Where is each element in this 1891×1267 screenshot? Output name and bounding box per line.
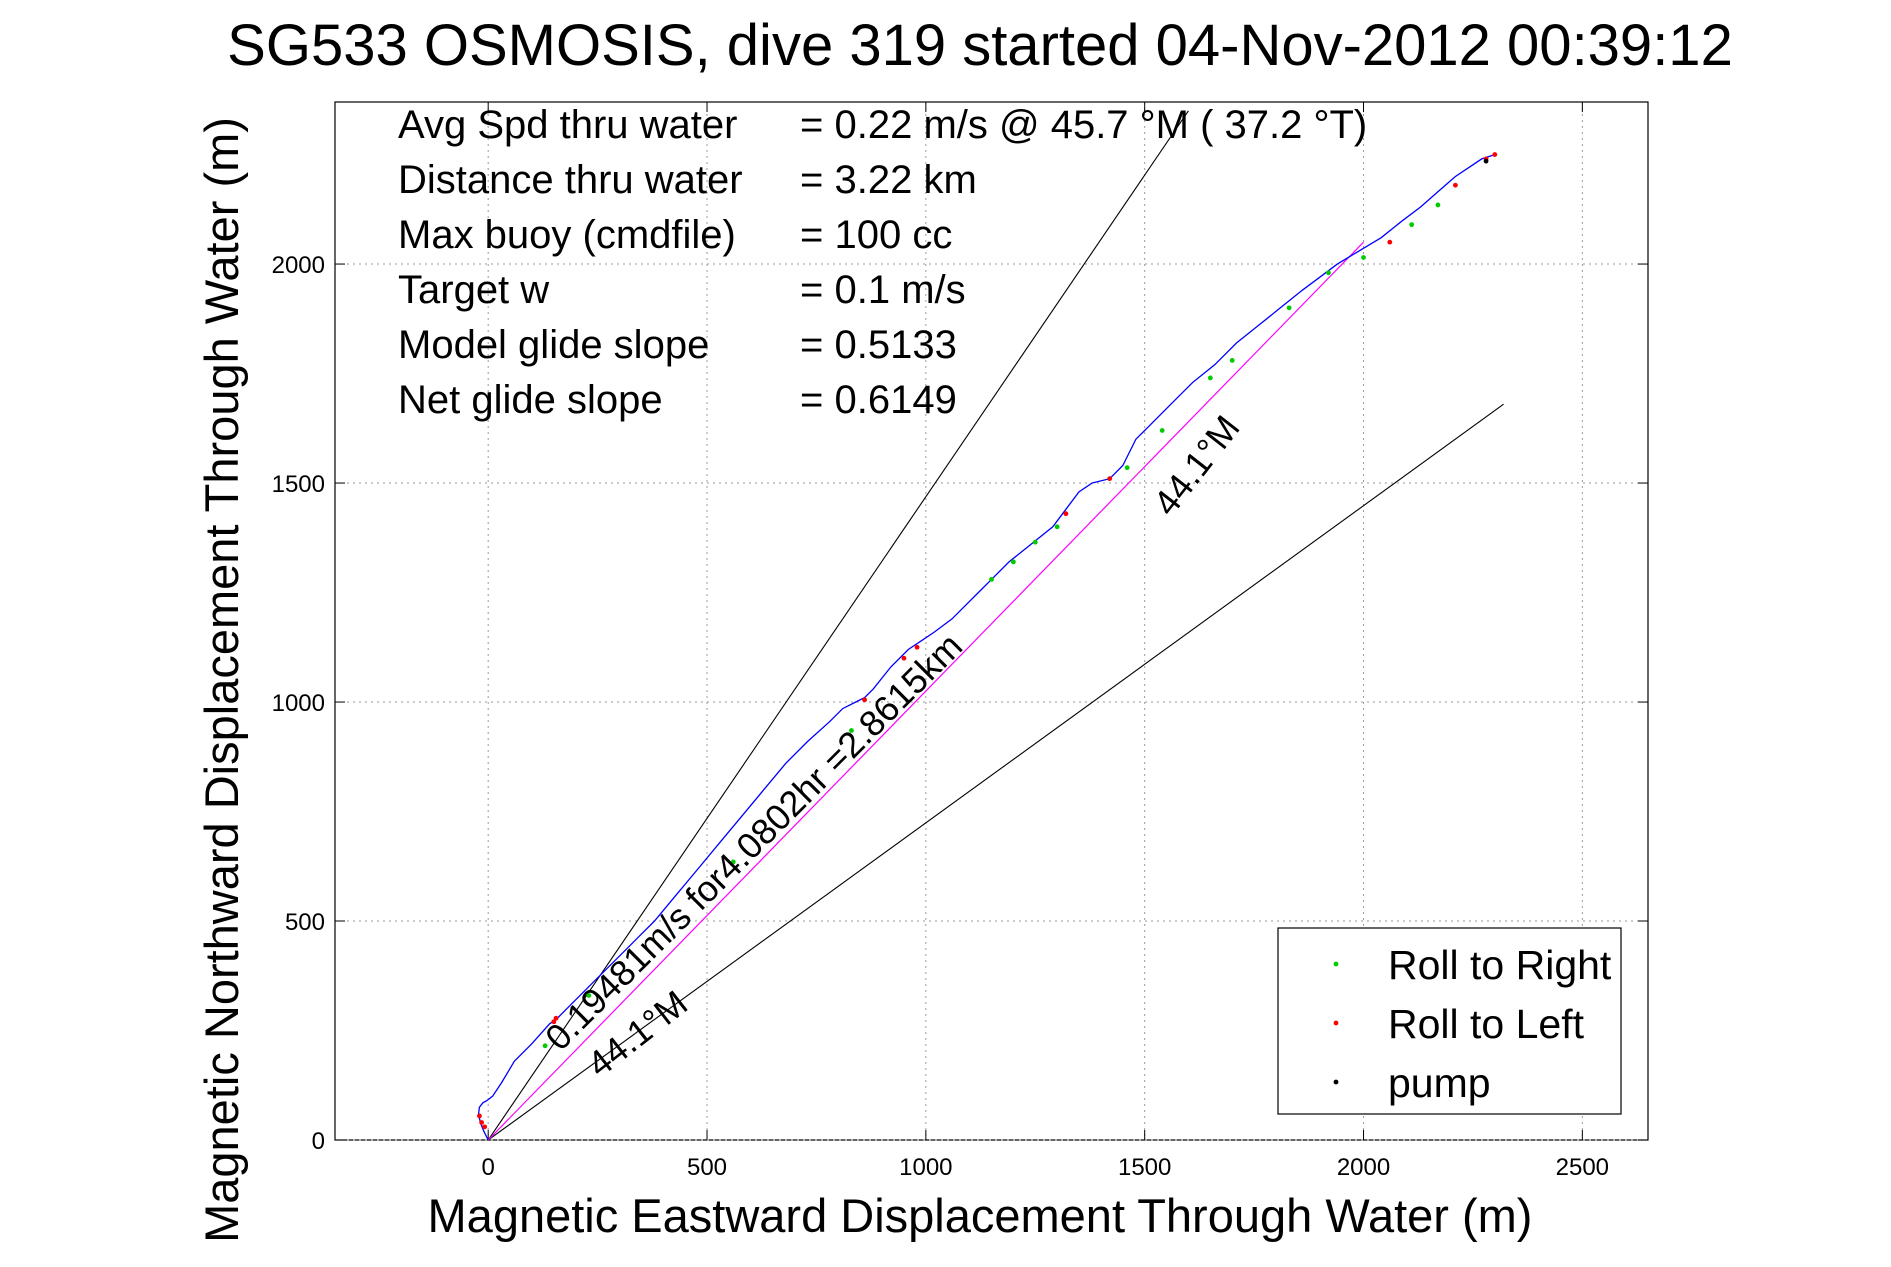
plot-area: 0 500 1000 1500 2000 2500 0 500 1000 1500 2000 Avg … xyxy=(272,101,1649,1181)
legend-label: pump xyxy=(1388,1060,1491,1106)
y-tick-label: 500 xyxy=(285,909,325,936)
stat-value: = 0.22 m/s @ 45.7 °M ( 37.2 °T) xyxy=(800,103,1367,147)
roll-right-marker xyxy=(1435,202,1441,208)
roll-right-marker xyxy=(542,1043,548,1049)
roll-right-marker xyxy=(730,859,736,865)
roll-right-marker xyxy=(1229,358,1235,363)
roll-right-marker xyxy=(1361,255,1366,260)
chart-title: SG533 OSMOSIS, dive 319 started 04-Nov-2… xyxy=(227,13,1733,78)
roll-right-marker xyxy=(586,993,592,998)
roll-right-marker xyxy=(1032,539,1038,545)
plot-series xyxy=(477,110,1504,1140)
roll-right-marker xyxy=(1124,465,1130,471)
y-tick-label: 0 xyxy=(312,1128,325,1155)
stat-label: Avg Spd thru water xyxy=(398,103,737,147)
stat-value: = 100 cc xyxy=(800,213,952,257)
legend-marker xyxy=(1333,1079,1339,1085)
y-tick-label: 1000 xyxy=(272,690,325,717)
x-tick-label: 2500 xyxy=(1556,1154,1609,1181)
stat-value: = 0.6149 xyxy=(800,378,957,422)
x-tick-label: 1500 xyxy=(1118,1154,1171,1181)
x-axis-label: Magnetic Eastward Displacement Through W… xyxy=(428,1189,1533,1242)
roll-right-marker xyxy=(1286,305,1292,311)
roll-left-marker xyxy=(479,1120,485,1125)
stat-value: = 3.22 km xyxy=(800,158,977,202)
roll-left-marker xyxy=(901,655,907,661)
roll-left-marker xyxy=(477,1113,482,1119)
heading-line xyxy=(487,403,1504,1140)
roll-right-marker xyxy=(1326,270,1331,276)
roll-right-marker xyxy=(1159,428,1165,433)
x-tick-label: 500 xyxy=(687,1154,727,1181)
track-line xyxy=(477,153,1496,1140)
stat-label: Target w xyxy=(398,268,549,312)
roll-right-marker xyxy=(849,728,854,733)
pump-marker xyxy=(1483,158,1489,164)
roll-right-marker xyxy=(1207,375,1213,381)
roll-left-marker xyxy=(553,1015,559,1021)
roll-right-marker xyxy=(989,576,994,582)
roll-left-marker xyxy=(914,644,920,650)
legend-label: Roll to Right xyxy=(1388,942,1612,988)
roll-left-marker xyxy=(1453,182,1458,188)
roll-left-marker xyxy=(1063,511,1069,517)
y-axis-label: Magnetic Northward Displacement Through … xyxy=(195,117,248,1243)
stat-label: Distance thru water xyxy=(398,158,743,202)
y-tick-label: 1500 xyxy=(272,471,325,498)
x-tick-label: 2000 xyxy=(1337,1154,1390,1181)
x-tick-label: 1000 xyxy=(899,1154,952,1181)
roll-right-marker xyxy=(1010,559,1016,565)
roll-left-marker xyxy=(862,697,867,703)
stat-label: Model glide slope xyxy=(398,323,709,367)
x-tick-label: 0 xyxy=(482,1154,495,1181)
stat-label: Max buoy (cmdfile) xyxy=(398,213,736,257)
y-tick-label: 2000 xyxy=(272,252,325,279)
roll-right-marker xyxy=(1409,222,1415,228)
roll-left-marker xyxy=(1387,239,1393,245)
stat-label: Net glide slope xyxy=(398,378,663,422)
roll-left-marker xyxy=(551,1019,557,1025)
roll-left-marker xyxy=(482,1124,488,1130)
legend-label: Roll to Left xyxy=(1388,1001,1585,1047)
roll-left-marker xyxy=(1107,476,1113,482)
stat-value: = 0.5133 xyxy=(800,323,957,367)
roll-right-marker xyxy=(1054,524,1060,530)
legend-marker xyxy=(1333,961,1339,967)
legend-marker xyxy=(1333,1020,1339,1026)
net-displacement-line xyxy=(487,241,1364,1140)
roll-left-marker xyxy=(1492,152,1498,157)
stat-value: = 0.1 m/s xyxy=(800,268,966,312)
heading-line xyxy=(487,110,1189,1140)
